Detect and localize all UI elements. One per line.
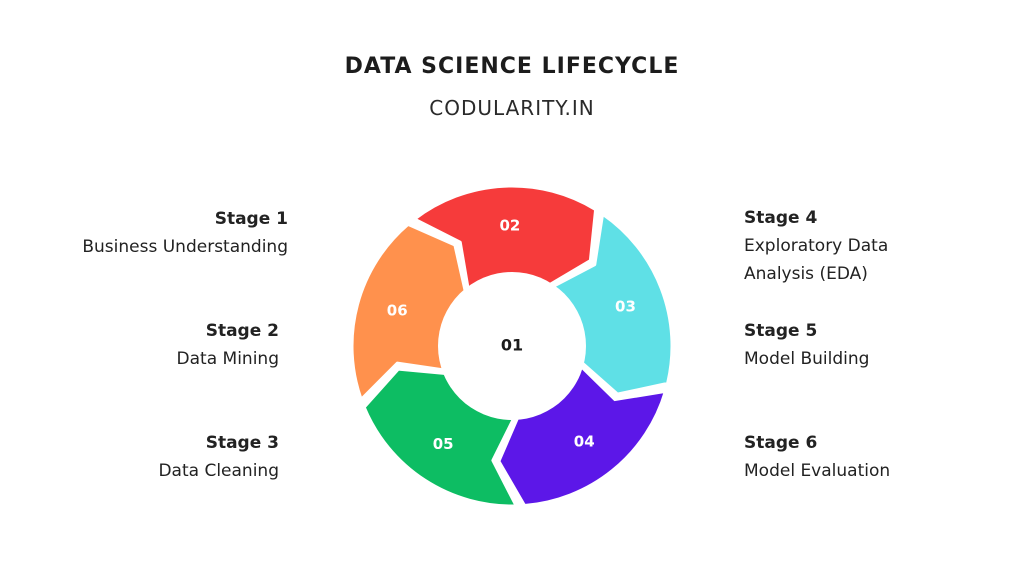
cycle-segment-label-06: 06 [387, 301, 408, 319]
page-subtitle: CODULARITY.IN [429, 96, 595, 120]
cycle-segment-label-03: 03 [615, 297, 636, 315]
cycle-center-label: 01 [501, 336, 523, 355]
cycle-center-circle [438, 272, 586, 420]
stage-5-title: Stage 5 [744, 321, 818, 341]
stage-6-block: Stage 6 Model Evaluation [744, 429, 890, 485]
stage-6-description: Model Evaluation [744, 461, 891, 481]
cycle-segment-label-05: 05 [433, 435, 454, 453]
stage-2-title: Stage 2 [205, 321, 279, 341]
stage-5-description: Model Building [744, 349, 870, 369]
cycle-segments: 02 03 04 05 06 [350, 184, 674, 508]
stage-5-block: Stage 5 Model Building [744, 317, 869, 373]
stage-3-block: Stage 3 Data Cleaning [158, 429, 279, 485]
stage-2-block: Stage 2 Data Mining [177, 317, 279, 373]
stage-1-block: Stage 1 Business Understanding [82, 205, 288, 261]
stage-6-title: Stage 6 [744, 433, 818, 453]
stage-4-title: Stage 4 [744, 208, 818, 228]
cycle-segment-label-02: 02 [499, 217, 520, 235]
stage-2-description: Data Mining [176, 349, 279, 369]
stage-3-description: Data Cleaning [158, 461, 279, 481]
page-title: DATA SCIENCE LIFECYCLE [344, 54, 680, 79]
stage-4-block: Stage 4 Exploratory Data Analysis (EDA) [744, 204, 984, 288]
cycle-segment-label-04: 04 [574, 432, 595, 450]
stage-1-title: Stage 1 [214, 209, 288, 229]
stage-3-title: Stage 3 [205, 433, 279, 453]
stage-1-description: Business Understanding [82, 237, 288, 257]
stage-4-description: Exploratory Data Analysis (EDA) [744, 236, 889, 284]
